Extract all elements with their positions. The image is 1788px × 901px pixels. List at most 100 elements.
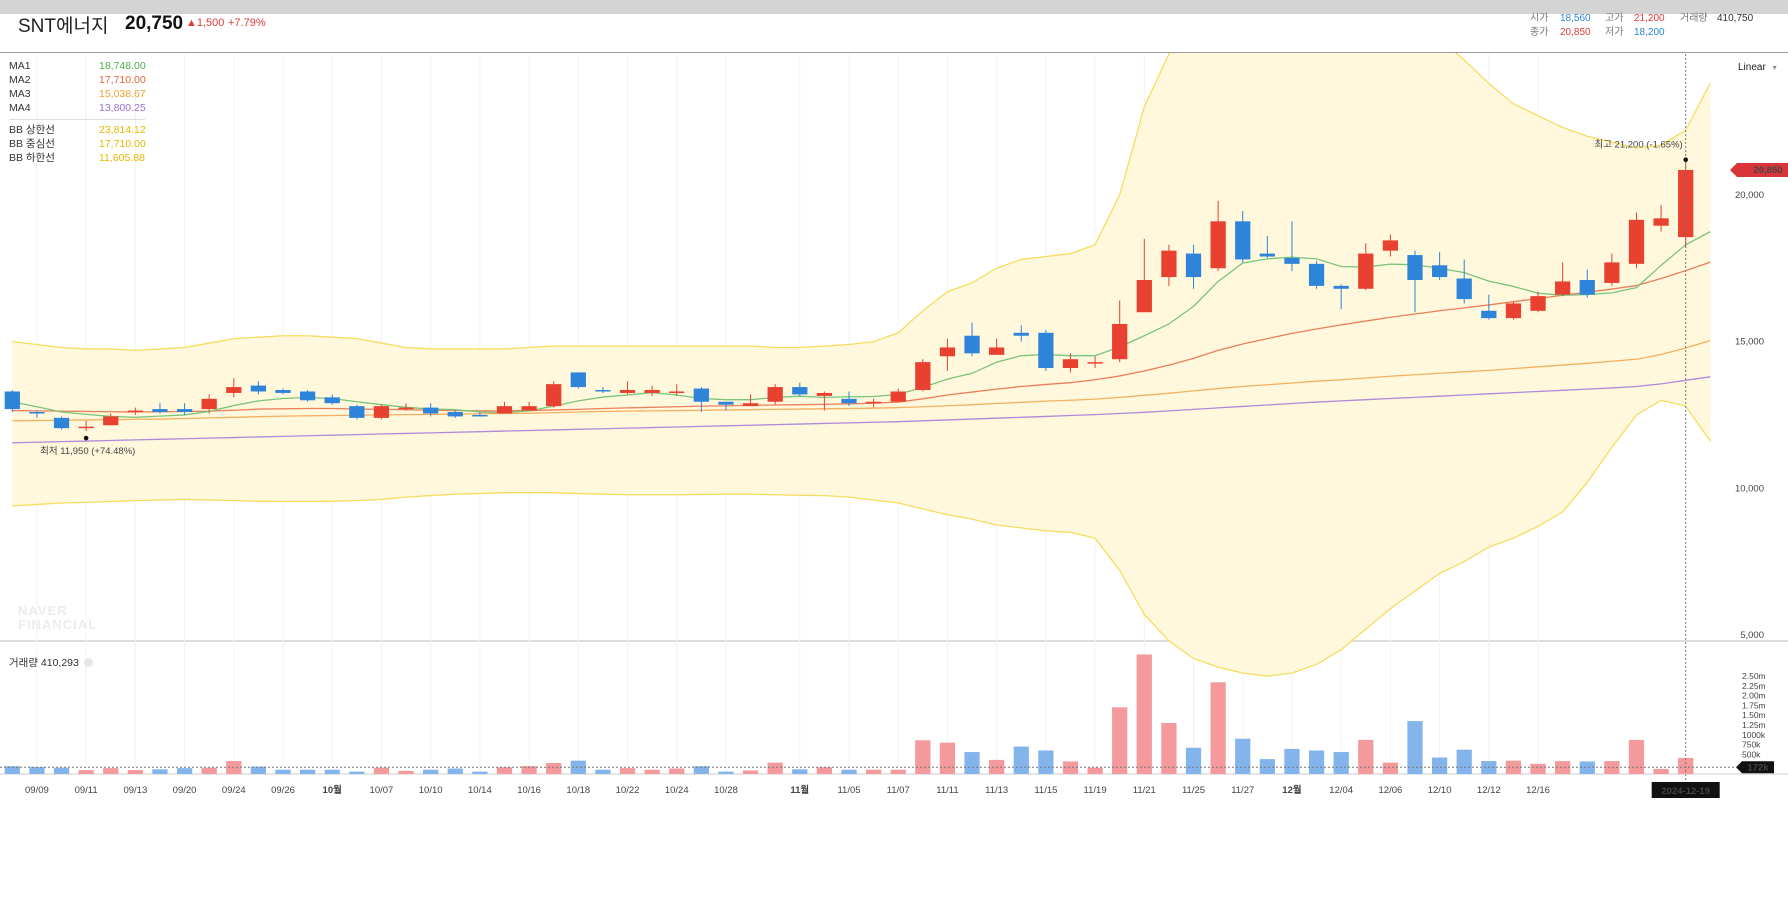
volume-bar[interactable] [1628, 739, 1645, 774]
candle-body[interactable] [373, 406, 390, 418]
volume-bar[interactable] [570, 760, 586, 774]
candle-body[interactable] [447, 412, 463, 417]
candle-body[interactable] [299, 391, 316, 401]
candle-body[interactable] [718, 401, 734, 405]
volume-bar[interactable] [792, 769, 808, 774]
volume-bar[interactable] [496, 767, 513, 774]
candle-body[interactable] [693, 388, 709, 402]
candle-body[interactable] [595, 390, 611, 392]
candle-body[interactable] [890, 391, 906, 402]
volume-bar[interactable] [1604, 761, 1620, 774]
volume-bar[interactable] [718, 771, 734, 774]
volume-bar[interactable] [472, 771, 488, 774]
volume-bar[interactable] [349, 771, 365, 774]
volume-bar[interactable] [1284, 748, 1300, 774]
legend-item[interactable]: MA2 17,710.00 [9, 73, 147, 87]
candle-body[interactable] [1259, 253, 1275, 257]
volume-bar[interactable] [4, 766, 20, 774]
candle-body[interactable] [792, 387, 808, 395]
candle-body[interactable] [1062, 359, 1079, 369]
volume-bar[interactable] [964, 752, 980, 774]
volume-bar[interactable] [29, 766, 45, 774]
candle-body[interactable] [423, 407, 439, 414]
volume-bar[interactable] [1038, 750, 1054, 774]
candle-body[interactable] [324, 397, 340, 404]
candle-body[interactable] [742, 403, 759, 407]
candle-body[interactable] [841, 398, 857, 404]
candle-body[interactable] [78, 426, 94, 429]
volume-bar[interactable] [1407, 721, 1423, 774]
candle-body[interactable] [1481, 310, 1497, 319]
volume-bar[interactable] [1087, 767, 1103, 774]
volume-bar[interactable] [841, 769, 857, 774]
volume-bar[interactable] [767, 762, 783, 774]
candle-body[interactable] [1382, 240, 1399, 251]
candle-body[interactable] [1038, 332, 1054, 369]
volume-bar[interactable] [324, 769, 340, 774]
legend-item[interactable]: BB 중심선 17,710.00 [9, 137, 147, 151]
volume-bar[interactable] [127, 770, 143, 774]
volume-bar[interactable] [619, 768, 636, 774]
volume-bar[interactable] [152, 769, 168, 774]
candle-body[interactable] [29, 412, 45, 414]
candle-body[interactable] [472, 414, 488, 417]
candle-body[interactable] [127, 410, 143, 413]
candle-body[interactable] [4, 391, 20, 410]
candle-body[interactable] [201, 398, 217, 410]
volume-bar[interactable] [816, 767, 833, 774]
legend-item[interactable]: MA3 15,038.67 [9, 87, 147, 101]
volume-bar[interactable] [53, 767, 70, 774]
volume-bar[interactable] [447, 768, 463, 774]
candle-body[interactable] [669, 391, 685, 393]
volume-bar[interactable] [78, 770, 94, 774]
volume-bar[interactable] [1555, 761, 1571, 774]
candle-body[interactable] [1628, 219, 1645, 264]
candle-body[interactable] [816, 392, 833, 396]
candle-body[interactable] [619, 390, 636, 393]
volume-bar[interactable] [1210, 682, 1226, 774]
volume-bar[interactable] [1112, 707, 1128, 774]
volume-bar[interactable] [1062, 761, 1079, 774]
candle-body[interactable] [1530, 296, 1546, 311]
volume-bar[interactable] [176, 768, 193, 774]
volume-bar[interactable] [742, 770, 759, 774]
volume-bar[interactable] [1358, 739, 1374, 774]
candle-body[interactable] [250, 385, 267, 392]
candle-body[interactable] [1235, 221, 1251, 260]
candle-body[interactable] [644, 390, 660, 393]
volume-bar[interactable] [201, 767, 217, 774]
settings-dot-icon[interactable] [83, 658, 93, 667]
legend-item[interactable]: BB 하한선 11,605.88 [9, 151, 147, 165]
candle-body[interactable] [398, 407, 414, 410]
candle-body[interactable] [226, 387, 242, 393]
volume-bar[interactable] [250, 766, 267, 774]
volume-bar[interactable] [915, 740, 931, 774]
volume-bar[interactable] [1185, 747, 1202, 774]
volume-bar[interactable] [1259, 759, 1275, 774]
volume-bar[interactable] [644, 769, 660, 774]
candle-body[interactable] [1604, 262, 1620, 283]
volume-bar[interactable] [1333, 752, 1349, 774]
volume-bar[interactable] [1456, 749, 1472, 774]
candle-body[interactable] [103, 416, 119, 426]
candle-body[interactable] [176, 409, 193, 413]
candle-body[interactable] [570, 372, 586, 388]
volume-bar[interactable] [1308, 750, 1325, 774]
candle-body[interactable] [1358, 253, 1374, 289]
volume-bar[interactable] [1235, 738, 1251, 774]
candle-body[interactable] [964, 335, 980, 354]
candle-body[interactable] [1112, 323, 1128, 360]
candle-body[interactable] [1185, 253, 1202, 278]
volume-bar[interactable] [521, 766, 537, 774]
volume-bar[interactable] [423, 769, 439, 774]
volume-bar[interactable] [939, 742, 956, 774]
candle-body[interactable] [152, 409, 168, 413]
volume-bar[interactable] [595, 769, 611, 774]
volume-bar[interactable] [1382, 762, 1399, 774]
volume-bar[interactable] [1678, 757, 1694, 774]
candle-body[interactable] [521, 406, 537, 411]
legend-item[interactable]: MA1 18,748.00 [9, 59, 147, 73]
candle-body[interactable] [767, 387, 783, 402]
volume-bar[interactable] [1579, 761, 1595, 774]
candle-body[interactable] [989, 347, 1005, 355]
